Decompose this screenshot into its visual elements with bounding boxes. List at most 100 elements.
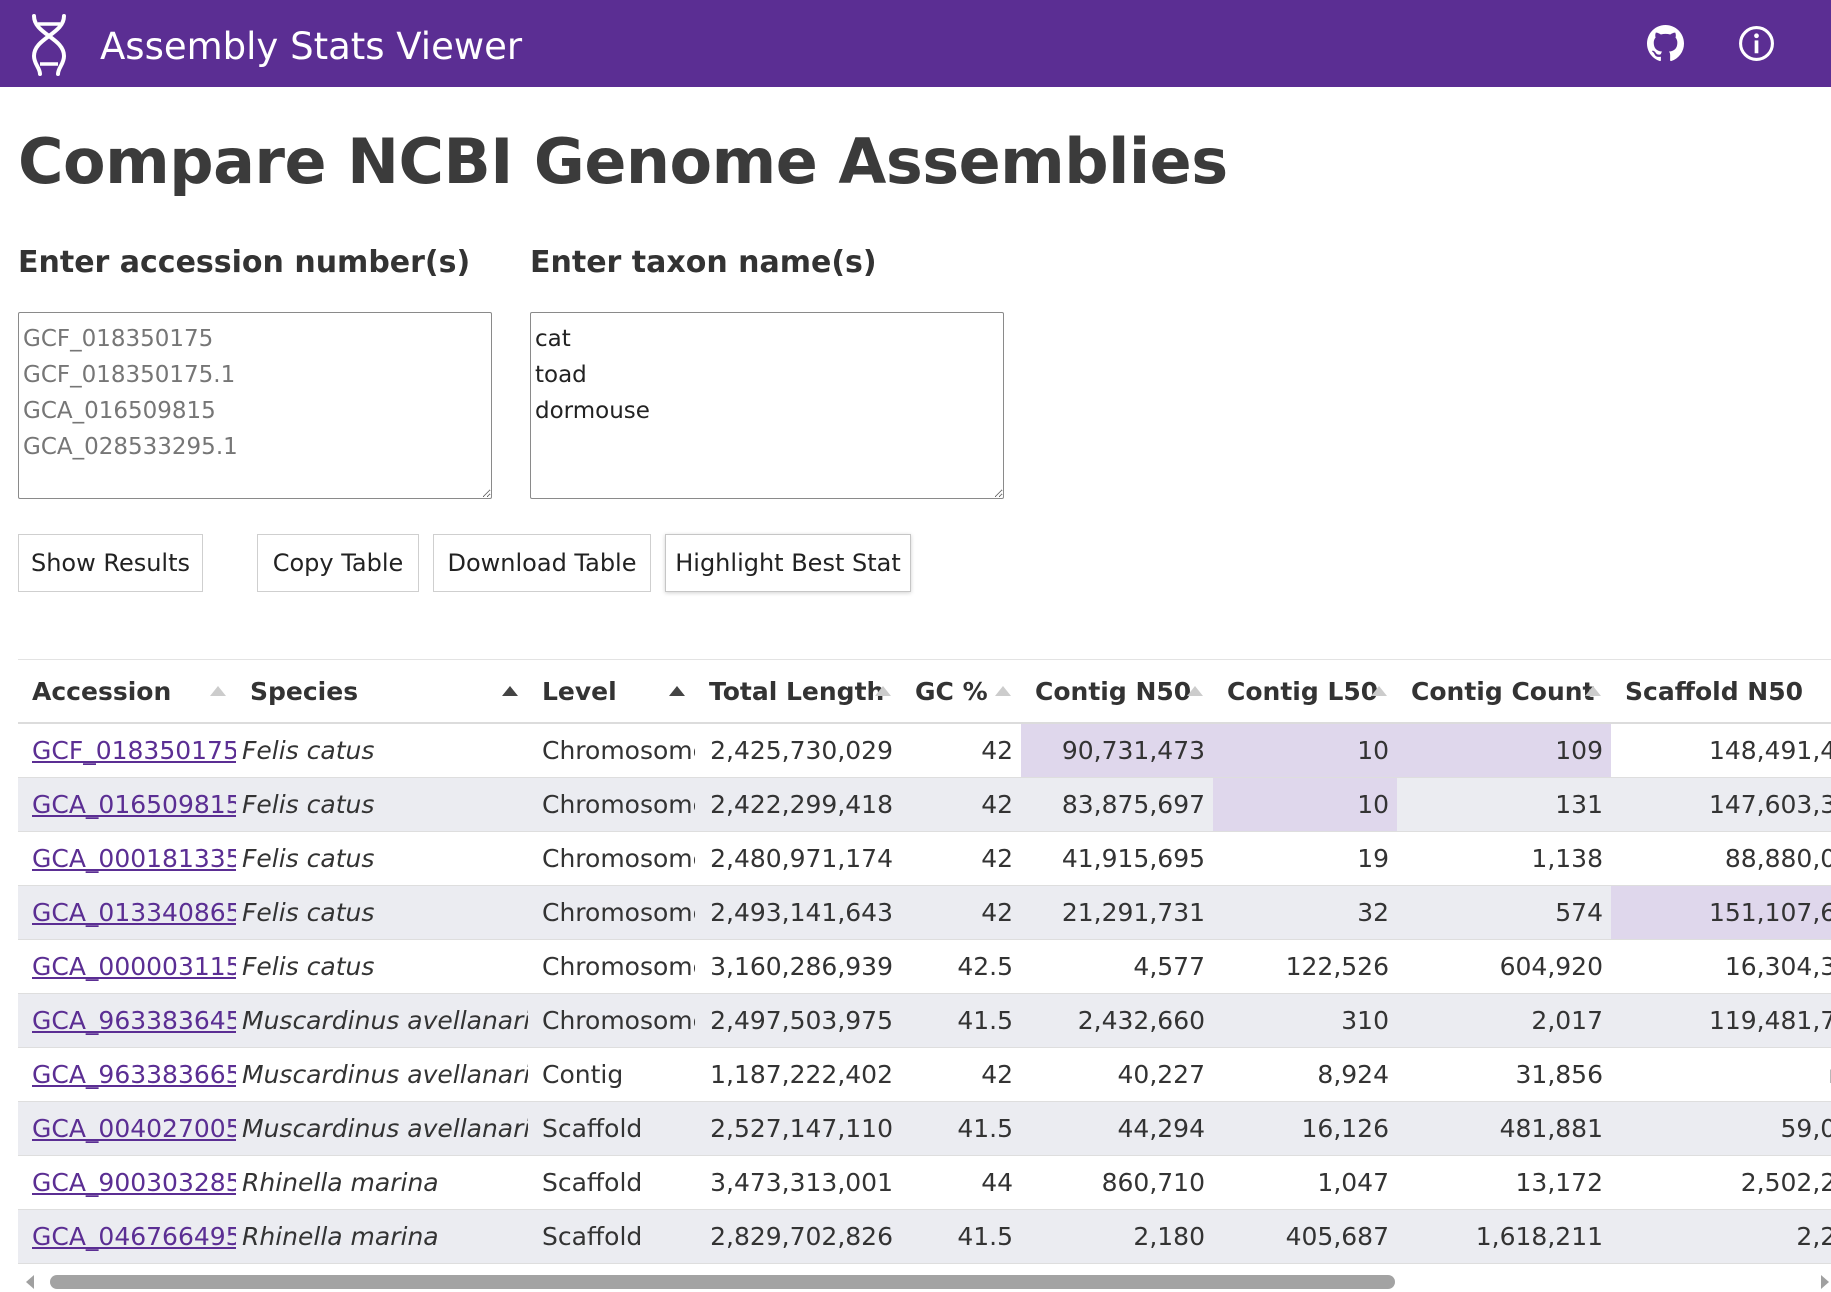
contig-n50-cell: 41,915,695 <box>1021 831 1213 886</box>
copy-table-button[interactable]: Copy Table <box>257 534 419 592</box>
scaffold-n50-cell: n/a <box>1611 1047 1831 1102</box>
info-icon[interactable] <box>1738 25 1775 62</box>
total-length-cell: 2,480,971,174 <box>695 831 901 886</box>
gc-percent-cell: 42 <box>901 885 1021 940</box>
highlight-best-stat-button[interactable]: Highlight Best Stat <box>665 534 911 592</box>
column-header-accession[interactable]: Accession <box>18 660 236 724</box>
column-header-gc-percent[interactable]: GC % <box>901 660 1021 724</box>
sort-arrow-icon <box>1371 686 1387 696</box>
table-row: GCF_018350175.1 Felis catus Chromosome 2… <box>18 723 1831 778</box>
scaffold-n50-cell: 147,603,332 <box>1611 777 1831 832</box>
scroll-right-icon[interactable] <box>1821 1275 1829 1289</box>
sort-arrow-icon <box>502 686 518 696</box>
horizontal-scrollbar[interactable] <box>18 1272 1831 1292</box>
taxon-input[interactable]: cat toad dormouse <box>530 312 1004 499</box>
scaffold-n50-cell: 2,502,259 <box>1611 1155 1831 1210</box>
download-table-button[interactable]: Download Table <box>433 534 651 592</box>
sort-arrow-icon <box>210 686 226 696</box>
contig-count-cell: 109 <box>1397 723 1611 778</box>
sort-arrow-icon <box>1585 686 1601 696</box>
accession-link[interactable]: GCA_046766495.1 <box>32 1221 236 1251</box>
contig-count-cell: 2,017 <box>1397 993 1611 1048</box>
level-cell: Scaffold <box>528 1101 695 1156</box>
level-cell: Chromosome <box>528 831 695 886</box>
column-header-scaffold-n50[interactable]: Scaffold N50 <box>1611 660 1831 724</box>
gc-percent-cell: 41.5 <box>901 993 1021 1048</box>
total-length-cell: 2,497,503,975 <box>695 993 901 1048</box>
accession-link[interactable]: GCA_963383665.1 <box>32 1059 236 1089</box>
scroll-left-icon[interactable] <box>26 1275 34 1289</box>
column-header-contig-count[interactable]: Contig Count <box>1397 660 1611 724</box>
level-cell: Chromosome <box>528 777 695 832</box>
accession-link[interactable]: GCA_016509815.2 <box>32 789 236 819</box>
table-header-row: Accession Species Level Total Length GC … <box>18 660 1831 724</box>
table-row: GCA_000003115.1 Felis catus Chromosome 3… <box>18 939 1831 994</box>
scaffold-n50-cell: 2,270 <box>1611 1209 1831 1264</box>
total-length-cell: 2,422,299,418 <box>695 777 901 832</box>
species-cell: Felis catus <box>236 939 528 994</box>
level-cell: Chromosome <box>528 885 695 940</box>
table-row: GCA_963383645.1 Muscardinus avellanarius… <box>18 993 1831 1048</box>
column-header-species[interactable]: Species <box>236 660 528 724</box>
results-table-container: Accession Species Level Total Length GC … <box>18 659 1831 1271</box>
species-cell: Felis catus <box>236 885 528 940</box>
contig-count-cell: 13,172 <box>1397 1155 1611 1210</box>
table-row: GCA_013340865.2 Felis catus Chromosome 2… <box>18 885 1831 940</box>
gc-percent-cell: 42 <box>901 831 1021 886</box>
species-cell: Muscardinus avellanarius <box>236 1047 528 1102</box>
accession-input[interactable] <box>18 312 492 499</box>
column-header-total-length[interactable]: Total Length <box>695 660 901 724</box>
table-row: GCA_016509815.2 Felis catus Chromosome 2… <box>18 777 1831 832</box>
species-cell: Felis catus <box>236 831 528 886</box>
column-header-level[interactable]: Level <box>528 660 695 724</box>
contig-l50-cell: 19 <box>1213 831 1397 886</box>
species-cell: Muscardinus avellanarius <box>236 1101 528 1156</box>
gc-percent-cell: 42 <box>901 723 1021 778</box>
species-cell: Rhinella marina <box>236 1209 528 1264</box>
total-length-cell: 3,160,286,939 <box>695 939 901 994</box>
contig-l50-cell: 8,924 <box>1213 1047 1397 1102</box>
accession-link[interactable]: GCA_004027005.1 <box>32 1113 236 1143</box>
level-cell: Scaffold <box>528 1209 695 1264</box>
level-cell: Chromosome <box>528 993 695 1048</box>
contig-l50-cell: 405,687 <box>1213 1209 1397 1264</box>
contig-l50-cell: 10 <box>1213 777 1397 832</box>
contig-l50-cell: 32 <box>1213 885 1397 940</box>
scaffold-n50-cell: 88,880,063 <box>1611 831 1831 886</box>
contig-n50-cell: 4,577 <box>1021 939 1213 994</box>
accession-link[interactable]: GCA_000003115.1 <box>32 951 236 981</box>
contig-count-cell: 481,881 <box>1397 1101 1611 1156</box>
github-icon[interactable] <box>1647 25 1684 62</box>
accession-link[interactable]: GCA_900303285.2 <box>32 1167 236 1197</box>
contig-count-cell: 131 <box>1397 777 1611 832</box>
column-header-contig-n50[interactable]: Contig N50 <box>1021 660 1213 724</box>
scaffold-n50-cell: 148,491,486 <box>1611 723 1831 778</box>
contig-l50-cell: 310 <box>1213 993 1397 1048</box>
show-results-button[interactable]: Show Results <box>18 534 203 592</box>
total-length-cell: 2,493,141,643 <box>695 885 901 940</box>
contig-n50-cell: 860,710 <box>1021 1155 1213 1210</box>
contig-l50-cell: 10 <box>1213 723 1397 778</box>
scaffold-n50-cell: 16,304,361 <box>1611 939 1831 994</box>
results-table: Accession Species Level Total Length GC … <box>18 660 1831 1264</box>
total-length-cell: 2,829,702,826 <box>695 1209 901 1264</box>
total-length-cell: 1,187,222,402 <box>695 1047 901 1102</box>
accession-link[interactable]: GCF_018350175.1 <box>32 735 236 765</box>
contig-n50-cell: 44,294 <box>1021 1101 1213 1156</box>
scrollbar-thumb[interactable] <box>50 1275 1395 1289</box>
accession-link[interactable]: GCA_013340865.2 <box>32 897 236 927</box>
contig-count-cell: 1,138 <box>1397 831 1611 886</box>
dna-icon <box>31 14 67 76</box>
contig-count-cell: 1,618,211 <box>1397 1209 1611 1264</box>
contig-n50-cell: 2,180 <box>1021 1209 1213 1264</box>
species-cell: Felis catus <box>236 723 528 778</box>
species-cell: Muscardinus avellanarius <box>236 993 528 1048</box>
table-row: GCA_963383665.1 Muscardinus avellanarius… <box>18 1047 1831 1102</box>
contig-l50-cell: 122,526 <box>1213 939 1397 994</box>
sort-arrow-icon <box>875 686 891 696</box>
accession-link[interactable]: GCA_000181335.6 <box>32 843 236 873</box>
sort-arrow-icon <box>1187 686 1203 696</box>
table-row: GCA_900303285.2 Rhinella marina Scaffold… <box>18 1155 1831 1210</box>
accession-link[interactable]: GCA_963383645.1 <box>32 1005 236 1035</box>
column-header-contig-l50[interactable]: Contig L50 <box>1213 660 1397 724</box>
